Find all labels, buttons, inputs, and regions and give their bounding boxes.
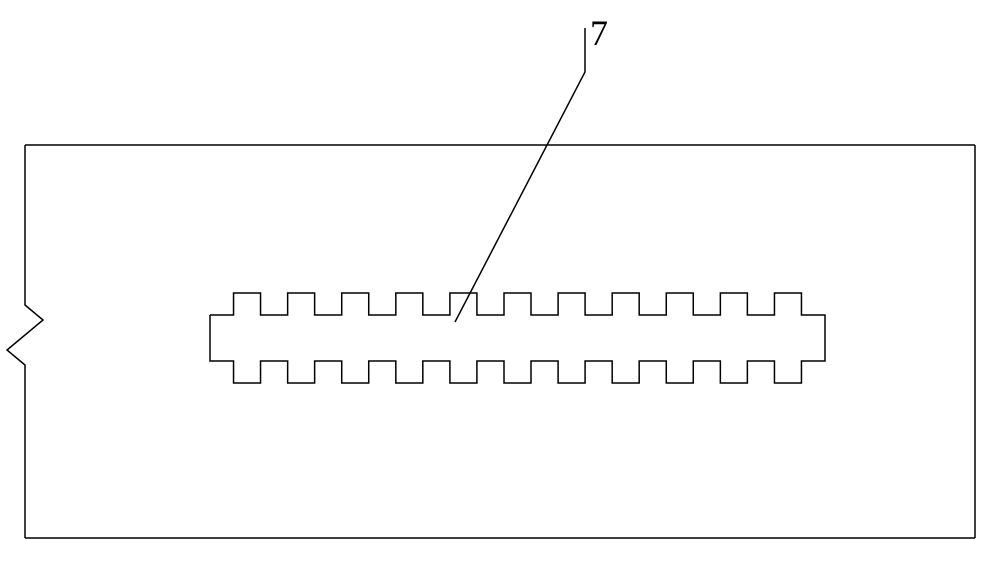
castellated-strip — [210, 293, 825, 383]
callout-label-7: 7 — [590, 13, 608, 53]
diagram-svg: 7 — [0, 0, 1000, 581]
outer-box-left-break — [7, 145, 43, 538]
leader-line — [455, 28, 585, 322]
